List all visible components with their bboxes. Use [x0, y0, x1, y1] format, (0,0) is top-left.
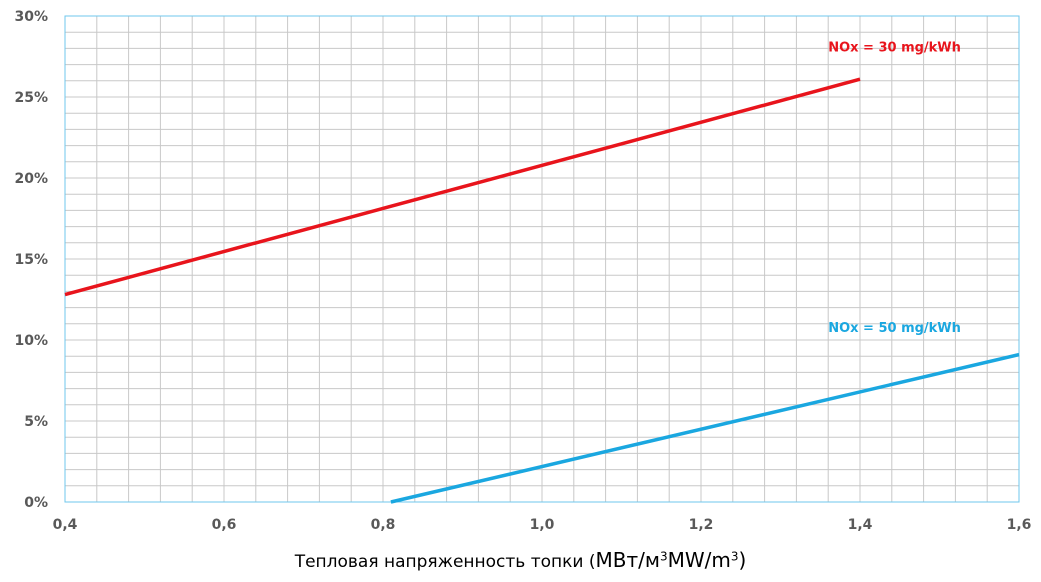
x-axis-label: Тепловая напряженность топки (МВт/м3MW/m… [0, 548, 1041, 572]
x-axis-label-unit-ru: МВт/м [595, 548, 660, 572]
y-tick-label: 10% [14, 333, 48, 349]
y-tick-label: 0% [24, 495, 48, 511]
y-tick-label: 30% [14, 9, 48, 25]
plot-frame [64, 15, 1020, 503]
y-axis-ticks: 0% 5% 10% 15% 20% 25% 30% [14, 9, 48, 511]
x-tick-label: 1,0 [530, 517, 555, 533]
plot-border [64, 15, 1020, 503]
series-line-2 [390, 352, 1020, 504]
x-axis-ticks: 0,4 0,6 0,8 1,0 1,2 1,4 1,6 [53, 517, 1032, 533]
series-lines [64, 77, 1020, 504]
x-axis-label-exponent-ru: 3 [659, 549, 668, 564]
y-tick-label: 15% [14, 252, 48, 268]
x-tick-label: 0,6 [212, 517, 237, 533]
x-tick-label: 1,4 [848, 517, 873, 533]
x-tick-label: 1,2 [689, 517, 714, 533]
x-axis-label-prefix: Тепловая напряженность топки ( [294, 552, 596, 572]
y-tick-label: 25% [14, 90, 48, 106]
x-axis-label-unit-en: MW/m [667, 548, 731, 572]
series-label-1: NOx = 30 mg/kWh [828, 41, 961, 56]
x-axis-label-exponent-en: 3 [730, 549, 739, 564]
grid [64, 15, 1020, 503]
x-tick-label: 0,4 [53, 517, 78, 533]
series-labels: NOx = 30 mg/kWh NOx = 50 mg/kWh [828, 41, 961, 336]
x-tick-label: 1,6 [1007, 517, 1032, 533]
y-tick-label: 5% [24, 414, 48, 430]
series-label-2: NOx = 50 mg/kWh [828, 321, 961, 336]
x-axis-label-suffix: ) [738, 548, 747, 572]
x-tick-label: 0,8 [371, 517, 396, 533]
y-tick-label: 20% [14, 171, 48, 187]
series-line-1 [64, 77, 861, 297]
